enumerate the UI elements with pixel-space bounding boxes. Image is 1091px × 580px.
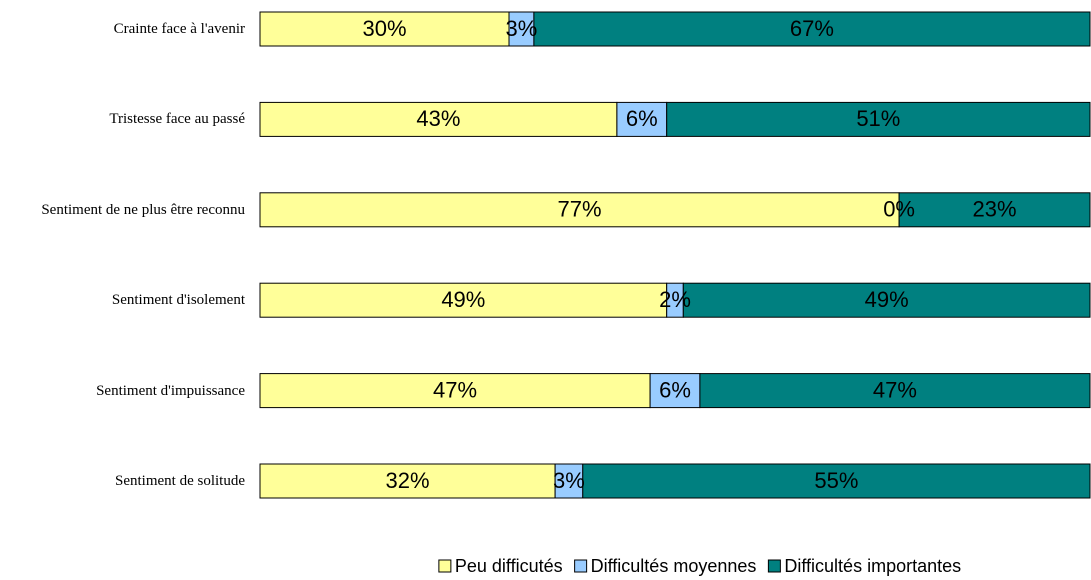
category-text: Sentiment d'isolement — [111, 292, 245, 309]
category-label: Crainte face à l'avenir — [0, 0, 245, 59]
bar-segment — [666, 101, 1091, 137]
value-label: 6% — [626, 106, 658, 131]
legend-label: Peu difficutés — [455, 556, 563, 576]
bar-segment — [699, 373, 1091, 409]
bar-segment — [259, 282, 668, 318]
category-label: Sentiment de ne plus être reconnu — [0, 180, 245, 240]
bar-segment — [259, 373, 651, 409]
value-label: 30% — [362, 16, 406, 41]
bar-segment — [259, 11, 510, 47]
value-label: 32% — [386, 468, 430, 493]
bar-segment — [259, 463, 556, 499]
value-label: 47% — [433, 377, 477, 402]
value-label: 55% — [814, 468, 858, 493]
bar-segment — [508, 11, 535, 47]
legend-label: Difficultés importantes — [784, 556, 961, 576]
category-text: Sentiment d'impuissance — [96, 382, 245, 399]
category-text: Sentiment de ne plus être reconnu — [41, 201, 245, 218]
bar-segment — [649, 373, 701, 409]
value-label: 51% — [856, 106, 900, 131]
value-label: 6% — [659, 377, 691, 402]
bar-segment — [898, 192, 1091, 228]
bar-segment — [259, 101, 618, 137]
value-label: 0% — [883, 197, 915, 222]
category-text: Tristesse face au passé — [109, 111, 245, 128]
category-label: Sentiment d'isolement — [0, 270, 245, 330]
legend-swatch — [438, 559, 452, 573]
value-label: 49% — [441, 287, 485, 312]
bar-segment — [582, 463, 1091, 499]
value-label: 47% — [873, 377, 917, 402]
value-label: 3% — [553, 468, 585, 493]
category-text: Crainte face à l'avenir — [113, 21, 245, 37]
value-label: 67% — [790, 16, 834, 41]
value-label: 3% — [506, 16, 538, 41]
value-label: 49% — [865, 287, 909, 312]
category-text: Sentiment de solitude — [115, 473, 245, 489]
bar-segment — [533, 11, 1091, 47]
category-label: Tristesse face au passé — [0, 89, 245, 149]
value-label: 43% — [416, 106, 460, 131]
bar-segment — [682, 282, 1091, 318]
bar-segment — [616, 101, 668, 137]
value-label: 2% — [659, 287, 691, 312]
category-label: Sentiment d'impuissance — [0, 361, 245, 421]
legend-swatch — [574, 559, 588, 573]
legend-label: Difficultés moyennes — [591, 556, 757, 576]
value-label: 23% — [973, 197, 1017, 222]
value-label: 77% — [558, 197, 602, 222]
legend-swatch — [767, 559, 781, 573]
category-label: Sentiment de solitude — [0, 451, 245, 511]
